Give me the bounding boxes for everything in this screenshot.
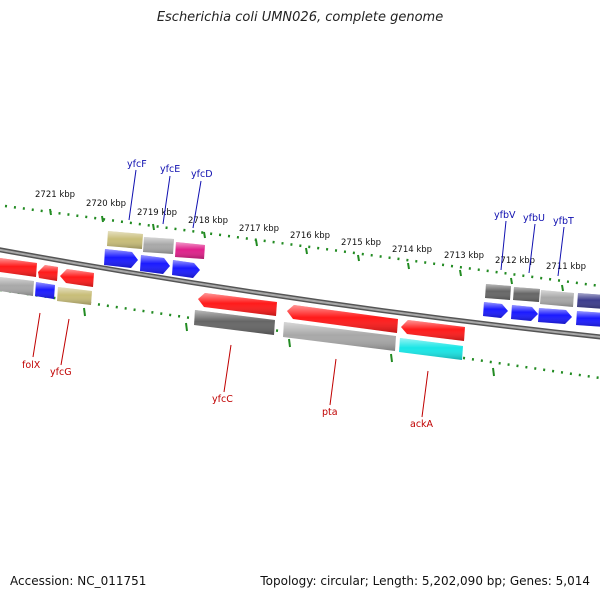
gene-label[interactable]: yfbU [523,213,545,224]
bottom-leader-lines [32,312,429,418]
gene-label[interactable]: yfcD [191,169,213,180]
gene-label[interactable]: yfbT [553,216,574,227]
scale-label: 2719 kbp [137,208,177,218]
top-scale-track [4,204,600,288]
gene-label[interactable]: folX [22,360,41,371]
scale-label: 2718 kbp [188,216,228,226]
gene-label[interactable]: yfbV [494,210,516,221]
scale-labels: 2721 kbp 2720 kbp 2719 kbp 2718 kbp 2717… [35,190,586,272]
top-leader-lines [128,169,565,277]
gene-label[interactable]: ackA [410,419,434,430]
scale-label: 2721 kbp [35,190,75,200]
gene-label[interactable]: pta [322,407,338,418]
scale-label: 2715 kbp [341,238,381,248]
scale-label: 2716 kbp [290,231,330,241]
scale-label: 2712 kbp [495,256,535,266]
gene-label[interactable]: yfcF [127,159,147,170]
scale-label: 2720 kbp [86,199,126,209]
map-title: Escherichia coli UMN026, complete genome [156,10,444,25]
gene-label[interactable]: yfcG [50,367,72,378]
gene-label[interactable]: yfcE [160,164,180,175]
bottom-scale-track [0,288,600,380]
accession-label: Accession: NC_011751 [10,574,147,588]
scale-label: 2713 kbp [444,251,484,261]
gene-label[interactable]: yfcC [212,394,233,405]
scale-label: 2711 kbp [546,262,586,272]
scale-label: 2717 kbp [239,224,279,234]
genome-summary: Topology: circular; Length: 5,202,090 bp… [260,574,590,588]
scale-label: 2714 kbp [392,245,432,255]
top-gene-labels: yfcF yfcE yfcD yfbV yfbU yfbT [127,159,574,227]
bottom-gene-labels: folX yfcG yfcC pta ackA [22,360,434,430]
major-ticks [49,208,564,377]
